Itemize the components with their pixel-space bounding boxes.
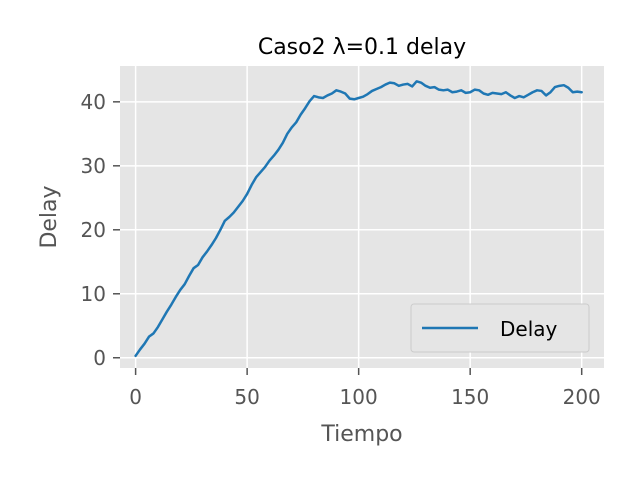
chart-title: Caso2 λ=0.1 delay (258, 35, 466, 60)
legend: Delay (410, 303, 590, 353)
y-tick-label: 10 (81, 282, 106, 306)
x-axis-label: Tiempo (320, 422, 402, 447)
y-tick-label: 40 (81, 90, 106, 114)
y-tick-label: 0 (93, 346, 106, 370)
x-tick-label: 150 (451, 385, 489, 409)
y-axis-label: Delay (37, 185, 62, 248)
x-tick-label: 200 (563, 385, 601, 409)
legend-box (410, 303, 590, 353)
tick-labels: 0 50 100 150 200 0 10 20 30 40 (81, 90, 601, 409)
x-tick-label: 50 (234, 385, 259, 409)
series-layer (134, 80, 583, 358)
y-tick-label: 30 (81, 154, 106, 178)
x-tick-label: 0 (129, 385, 142, 409)
legend-label-delay: Delay (500, 317, 558, 341)
x-tick-label: 100 (340, 385, 378, 409)
series-line-delay (134, 80, 583, 358)
y-tick-label: 20 (81, 218, 106, 242)
tick-marks (113, 101, 583, 375)
